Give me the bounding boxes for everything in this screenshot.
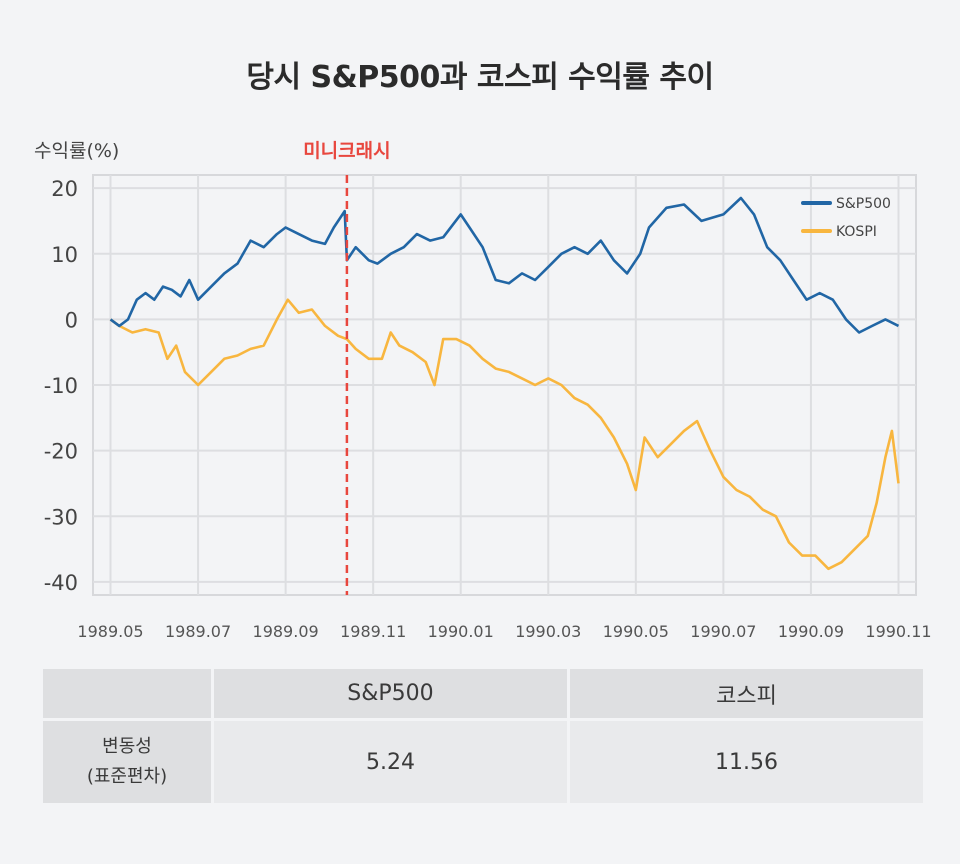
x-tick-labels: 1989.05 1989.07 1989.09 1989.11 1990.01 1990.… (77, 622, 931, 641)
x-tick-label: 1989.09 (253, 622, 319, 641)
table-header-empty (43, 669, 211, 718)
table-row-volatility: 변동성 (표준편차) 5.24 11.56 (43, 721, 923, 803)
legend-label: KOSPI (836, 224, 877, 240)
x-tick-label: 1989.11 (340, 622, 406, 641)
y-axis-label: 수익률(%) (34, 140, 119, 162)
y-tick-label: -30 (44, 505, 78, 529)
grid-lines (93, 175, 916, 595)
x-tick-label: 1989.07 (165, 622, 231, 641)
x-tick-label: 1990.05 (603, 622, 669, 641)
y-tick-label: -10 (44, 374, 78, 398)
value-kospi: 11.56 (570, 721, 923, 803)
legend: S&P500 KOSPI (801, 196, 891, 240)
mini-crash-label: 미니크래시 (303, 140, 390, 162)
chart-title: 당시 S&P500과 코스피 수익률 추이 (246, 60, 714, 95)
x-tick-label: 1990.09 (778, 622, 844, 641)
table-header-sp500: S&P500 (214, 669, 567, 718)
y-tick-label: -40 (44, 571, 78, 595)
value-sp500: 5.24 (214, 721, 567, 803)
x-tick-label: 1990.07 (690, 622, 756, 641)
y-tick-label: 0 (65, 308, 78, 332)
x-tick-label: 1989.05 (77, 622, 143, 641)
volatility-table: S&P500 코스피 변동성 (표준편차) 5.24 11.56 (40, 666, 926, 806)
y-tick-label: 20 (51, 177, 78, 201)
y-tick-labels: 20 10 0 -10 -20 -30 -40 (44, 177, 78, 595)
y-tick-label: 10 (51, 243, 78, 267)
row-label-line1: 변동성 (102, 736, 152, 757)
table-header-kospi: 코스피 (570, 669, 923, 718)
series-line-kospi (109, 298, 900, 571)
legend-label: S&P500 (836, 196, 891, 212)
x-tick-label: 1990.11 (865, 622, 931, 641)
series-lines (109, 196, 900, 571)
x-tick-label: 1990.01 (428, 622, 494, 641)
series-line-sp500 (109, 196, 900, 334)
y-tick-label: -20 (44, 440, 78, 464)
table-header-row: S&P500 코스피 (43, 669, 923, 718)
row-label-volatility: 변동성 (표준편차) (43, 721, 211, 803)
row-label-line2: (표준편차) (86, 766, 168, 787)
x-tick-label: 1990.03 (515, 622, 581, 641)
